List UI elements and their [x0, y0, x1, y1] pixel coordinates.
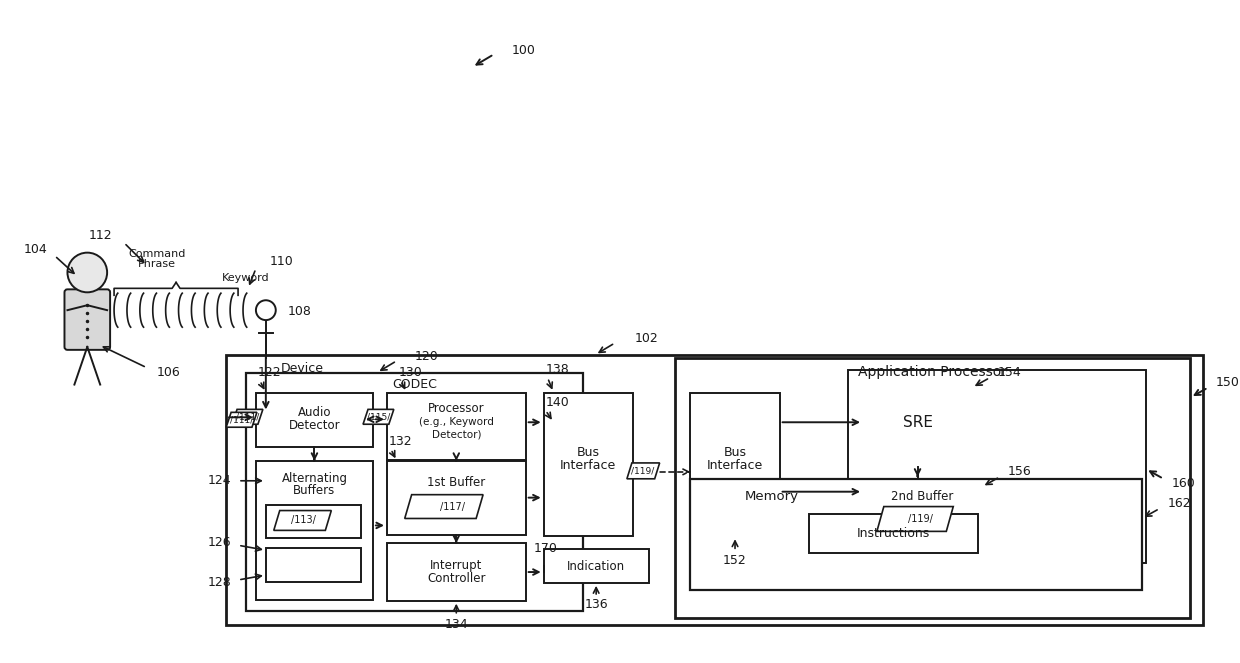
Text: Alternating: Alternating: [281, 472, 347, 485]
Text: Interface: Interface: [560, 459, 616, 473]
Text: 102: 102: [635, 332, 658, 345]
FancyBboxPatch shape: [848, 370, 1146, 563]
Text: 126: 126: [207, 536, 231, 549]
Text: 2nd Buffer: 2nd Buffer: [892, 490, 954, 503]
Polygon shape: [404, 495, 484, 518]
FancyBboxPatch shape: [863, 477, 982, 546]
Text: 132: 132: [389, 435, 413, 448]
FancyBboxPatch shape: [265, 548, 361, 582]
Polygon shape: [877, 507, 954, 531]
Text: /119/: /119/: [908, 514, 932, 524]
Text: /119/: /119/: [631, 466, 655, 475]
Polygon shape: [363, 409, 394, 424]
Text: 130: 130: [399, 366, 423, 379]
Text: 140: 140: [546, 396, 569, 409]
FancyBboxPatch shape: [691, 479, 1142, 590]
Polygon shape: [274, 511, 331, 530]
Text: 138: 138: [546, 363, 569, 376]
Text: /111/: /111/: [231, 416, 254, 425]
Text: Interface: Interface: [707, 459, 763, 473]
FancyBboxPatch shape: [543, 392, 632, 536]
Text: Indication: Indication: [567, 560, 625, 573]
Text: 134: 134: [444, 618, 469, 631]
Text: Phrase: Phrase: [138, 259, 176, 269]
FancyBboxPatch shape: [246, 373, 583, 611]
Text: Keyword: Keyword: [222, 273, 270, 283]
Text: 122: 122: [258, 366, 281, 379]
Text: Detector): Detector): [432, 429, 481, 439]
Text: 136: 136: [584, 598, 608, 611]
Text: Bus: Bus: [577, 446, 600, 459]
Text: Application Processor: Application Processor: [858, 365, 1007, 379]
Text: 128: 128: [207, 576, 231, 589]
Text: 160: 160: [1172, 477, 1195, 490]
Text: (e.g., Keyword: (e.g., Keyword: [419, 417, 494, 427]
Text: Processor: Processor: [428, 402, 485, 415]
FancyBboxPatch shape: [543, 549, 649, 583]
FancyBboxPatch shape: [387, 461, 526, 535]
FancyBboxPatch shape: [387, 543, 526, 601]
Text: 152: 152: [723, 554, 746, 567]
Text: 106: 106: [156, 366, 181, 379]
FancyBboxPatch shape: [64, 289, 110, 350]
Polygon shape: [627, 463, 660, 479]
Text: 110: 110: [270, 255, 294, 268]
Text: 162: 162: [1168, 497, 1192, 510]
Text: Memory: Memory: [745, 490, 799, 503]
Circle shape: [67, 253, 107, 292]
FancyBboxPatch shape: [226, 355, 1203, 625]
Text: Instructions: Instructions: [857, 527, 930, 540]
Text: 112: 112: [88, 229, 112, 242]
Text: 124: 124: [207, 474, 231, 487]
Polygon shape: [232, 409, 263, 424]
Text: 120: 120: [414, 350, 439, 363]
FancyBboxPatch shape: [691, 392, 780, 536]
Text: Audio: Audio: [298, 406, 331, 419]
FancyBboxPatch shape: [810, 514, 978, 553]
Text: /113/: /113/: [291, 515, 316, 526]
Text: /117/: /117/: [440, 502, 465, 512]
Text: Bus: Bus: [723, 446, 746, 459]
Text: Buffers: Buffers: [294, 484, 336, 497]
Text: 170: 170: [533, 542, 558, 555]
Text: 108: 108: [288, 305, 311, 318]
FancyBboxPatch shape: [675, 358, 1190, 618]
Text: 154: 154: [998, 366, 1022, 379]
Text: Command: Command: [128, 249, 186, 259]
Text: Detector: Detector: [289, 419, 340, 432]
Text: SRE: SRE: [903, 415, 932, 430]
Circle shape: [255, 300, 275, 320]
FancyBboxPatch shape: [863, 378, 972, 467]
FancyBboxPatch shape: [387, 392, 526, 460]
FancyBboxPatch shape: [255, 461, 373, 600]
Text: 104: 104: [24, 243, 47, 256]
Text: Controller: Controller: [427, 572, 486, 585]
Polygon shape: [226, 412, 257, 427]
Text: Interrupt: Interrupt: [430, 559, 482, 572]
Text: /111/: /111/: [237, 413, 259, 422]
Text: Device: Device: [280, 362, 324, 375]
Text: 150: 150: [1216, 376, 1240, 389]
Text: /115/: /115/: [367, 413, 391, 422]
Text: 156: 156: [1008, 465, 1032, 479]
Text: CODEC: CODEC: [392, 378, 436, 391]
Text: 100: 100: [512, 44, 536, 57]
Text: 1st Buffer: 1st Buffer: [427, 476, 485, 489]
FancyBboxPatch shape: [265, 505, 361, 538]
FancyBboxPatch shape: [255, 392, 373, 447]
